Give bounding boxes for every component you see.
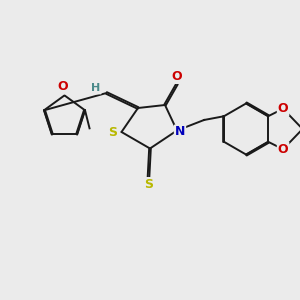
Text: S: S: [109, 125, 118, 139]
Text: S: S: [144, 178, 153, 191]
Text: O: O: [278, 143, 288, 156]
Text: N: N: [175, 125, 185, 139]
Text: O: O: [172, 70, 182, 83]
Text: O: O: [58, 80, 68, 94]
Text: O: O: [278, 102, 288, 115]
Text: H: H: [92, 83, 100, 94]
